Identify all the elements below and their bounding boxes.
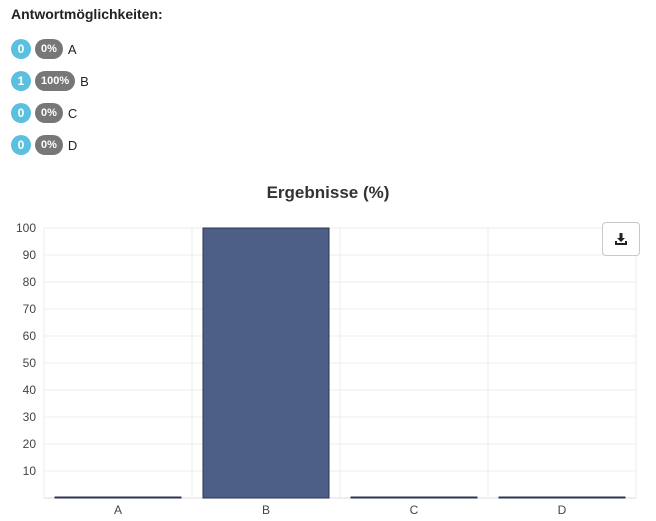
answer-option-b: 1 100% B — [11, 70, 89, 92]
download-icon — [615, 233, 627, 245]
bar-c — [350, 496, 478, 499]
option-label: D — [67, 137, 78, 153]
answer-option-d: 0 0% D — [11, 134, 89, 156]
answer-options-list: 0 0% A 1 100% B 0 0% C 0 0% D — [11, 38, 89, 166]
y-tick-label: 20 — [23, 437, 37, 451]
y-tick-label: 100 — [16, 221, 36, 235]
percent-badge: 100% — [35, 71, 76, 91]
percent-badge: 0% — [35, 135, 63, 155]
percent-badge: 0% — [35, 39, 63, 59]
y-tick-label: 30 — [23, 410, 37, 424]
y-tick-label: 40 — [23, 383, 37, 397]
option-label: A — [67, 41, 77, 57]
answer-option-c: 0 0% C — [11, 102, 89, 124]
count-badge: 0 — [11, 135, 31, 155]
x-tick-label: C — [410, 503, 419, 517]
count-badge: 0 — [11, 103, 31, 123]
x-tick-label: A — [114, 503, 122, 517]
bar-a — [54, 496, 182, 499]
y-tick-label: 60 — [23, 329, 37, 343]
percent-badge: 0% — [35, 103, 63, 123]
y-tick-label: 80 — [23, 275, 37, 289]
chart-title: Ergebnisse (%) — [266, 183, 390, 202]
x-tick-label: D — [558, 503, 567, 517]
answer-option-a: 0 0% A — [11, 38, 89, 60]
y-tick-label: 70 — [23, 302, 37, 316]
bar-b — [202, 227, 330, 499]
count-badge: 0 — [11, 39, 31, 59]
download-button[interactable] — [602, 222, 640, 256]
y-tick-label: 90 — [23, 248, 37, 262]
option-label: C — [67, 105, 78, 121]
option-label: B — [80, 73, 89, 89]
x-tick-label: B — [262, 503, 270, 517]
bar-d — [498, 496, 626, 499]
y-tick-label: 50 — [23, 356, 37, 370]
y-tick-label: 10 — [23, 464, 37, 478]
options-heading: Antwortmöglichkeiten: — [11, 6, 163, 22]
count-badge: 1 — [11, 71, 31, 91]
